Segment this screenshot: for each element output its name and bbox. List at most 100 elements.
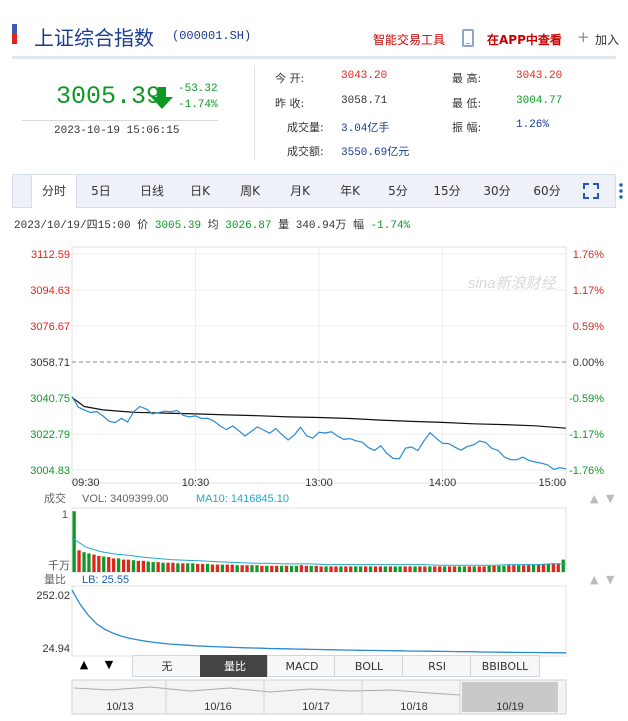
tab-30min[interactable]: 30分 — [483, 184, 511, 198]
volume-bar — [121, 559, 126, 572]
timeline-date: 10/19 — [496, 701, 524, 713]
volume-bar — [309, 565, 313, 572]
tab-daily-line[interactable]: 日线 — [139, 184, 164, 198]
volume-bar — [186, 563, 190, 572]
volume-bar — [107, 557, 111, 572]
volume-bar — [126, 559, 131, 572]
y-tick-label: 3022.79 — [30, 429, 70, 441]
volume-bar — [112, 558, 116, 572]
down-arrow-icon — [151, 87, 173, 109]
tab-yearly-k[interactable]: 年K — [340, 184, 360, 198]
zoom-out-button[interactable]: ▼ — [104, 658, 114, 671]
fullscreen-icon[interactable] — [583, 183, 599, 199]
stat-value-volume: 3.04亿手 — [341, 123, 390, 135]
volume-bar — [413, 566, 417, 572]
y-tick-label: 3058.71 — [30, 357, 70, 369]
volume-bar — [373, 566, 378, 572]
stat-value-prev-close: 3058.71 — [341, 95, 388, 107]
volume-bar — [324, 566, 328, 572]
ratio-tick-bottom: 24.94 — [42, 643, 70, 655]
tab-60min[interactable]: 60分 — [533, 184, 561, 198]
stat-label-amplitude: 振 幅: — [452, 121, 482, 134]
timeline-selector[interactable] — [462, 682, 558, 712]
tab-15min[interactable]: 15分 — [433, 184, 461, 198]
volume-bar — [146, 561, 150, 572]
indicator-tab-none[interactable]: 无 — [132, 655, 202, 677]
timeline-date: 10/13 — [106, 701, 134, 713]
tab-intraday[interactable]: 分时 — [31, 175, 77, 208]
volume-bar — [368, 566, 373, 572]
volume-bar — [299, 565, 303, 572]
volume-bar — [339, 566, 343, 572]
indicator-tab-macd[interactable]: MACD — [267, 655, 337, 677]
timeline-sparkline — [73, 686, 461, 696]
volume-bar — [117, 558, 121, 572]
volume-bar — [171, 562, 175, 572]
volume-bar — [275, 565, 279, 572]
volume-bar — [517, 565, 521, 572]
indicator-tab-boll[interactable]: BOLL — [334, 655, 404, 677]
tab-5min[interactable]: 5分 — [388, 184, 408, 198]
tab-daily-k[interactable]: 日K — [190, 184, 210, 198]
y-tick-percent: -1.17% — [569, 429, 604, 441]
indicator-tab-volume-ratio[interactable]: 量比 — [200, 655, 270, 677]
volume-bar — [210, 564, 215, 572]
volume-bar — [230, 564, 234, 572]
volume-bar — [507, 565, 511, 572]
add-watchlist-link[interactable]: 加入 — [595, 33, 620, 47]
volume-bar — [433, 566, 437, 572]
ratio-value: LB: 25.55 — [82, 574, 129, 586]
plus-icon[interactable]: + — [577, 28, 590, 46]
volume-bar — [418, 566, 422, 572]
panel-up-arrow[interactable]: ▲ — [590, 573, 599, 586]
timeline-date: 10/17 — [302, 701, 330, 713]
indicator-tab-rsi[interactable]: RSI — [402, 655, 472, 677]
quote-timestamp: 2023-10-19 15:06:15 — [54, 125, 180, 137]
volume-bar — [359, 566, 363, 572]
volume-bar — [477, 566, 481, 572]
crosshair-info: 2023/10/19/四15:00 价 3005.39 均 3026.87 量 … — [14, 216, 410, 232]
volume-bar — [181, 563, 185, 572]
volume-bar — [383, 566, 387, 572]
panel-down-arrow[interactable]: ▼ — [606, 492, 615, 505]
stat-value-amplitude: 1.26% — [516, 119, 550, 131]
volume-bar — [92, 554, 96, 572]
tab-weekly-k[interactable]: 周K — [240, 184, 260, 198]
volume-bar — [220, 564, 224, 572]
open-in-app-link[interactable]: 在APP中查看 — [487, 33, 562, 47]
timeline-date: 10/18 — [400, 701, 428, 713]
volume-bar — [408, 566, 412, 572]
phone-icon[interactable] — [462, 29, 474, 47]
y-tick-label: 3040.75 — [30, 393, 70, 405]
more-options-icon[interactable] — [619, 183, 623, 199]
sina-watermark: sina新浪财经 — [468, 275, 558, 292]
ratio-panel-frame — [71, 585, 567, 657]
volume-bar — [166, 562, 170, 572]
volume-bar — [260, 565, 264, 572]
zoom-in-button[interactable]: ▲ — [79, 658, 89, 671]
divider — [254, 66, 255, 160]
volume-bar — [482, 566, 486, 572]
y-tick-percent: -0.59% — [569, 393, 604, 405]
stat-label-open: 今 开: — [275, 72, 305, 85]
indicator-tab-bbiboll[interactable]: BBIBOLL — [470, 655, 540, 677]
ratio-tick-top: 252.02 — [36, 590, 70, 602]
volume-bar — [319, 566, 323, 572]
tab-5day[interactable]: 5日 — [91, 184, 111, 198]
volume-bar — [364, 566, 368, 572]
volume-bar — [191, 563, 195, 572]
stat-label-turnover: 成交额: — [287, 145, 324, 158]
volume-bar — [255, 565, 259, 572]
intraday-chart[interactable]: sina新浪财经 3112.59 3094.63 3076.67 3058.71 304… — [0, 236, 628, 721]
info-amp: -1.74% — [370, 220, 411, 232]
stock-code: (000001.SH) — [172, 29, 252, 43]
smart-trade-tools-link[interactable]: 智能交易工具 — [373, 33, 446, 47]
volume-bar — [531, 564, 536, 572]
panel-up-arrow[interactable]: ▲ — [590, 492, 599, 505]
volume-bar — [349, 566, 353, 572]
panel-down-arrow[interactable]: ▼ — [606, 573, 615, 586]
volume-bar — [314, 565, 318, 572]
x-tick-label: 09:30 — [72, 477, 100, 489]
tab-monthly-k[interactable]: 月K — [290, 184, 310, 198]
volume-bar — [235, 565, 239, 572]
